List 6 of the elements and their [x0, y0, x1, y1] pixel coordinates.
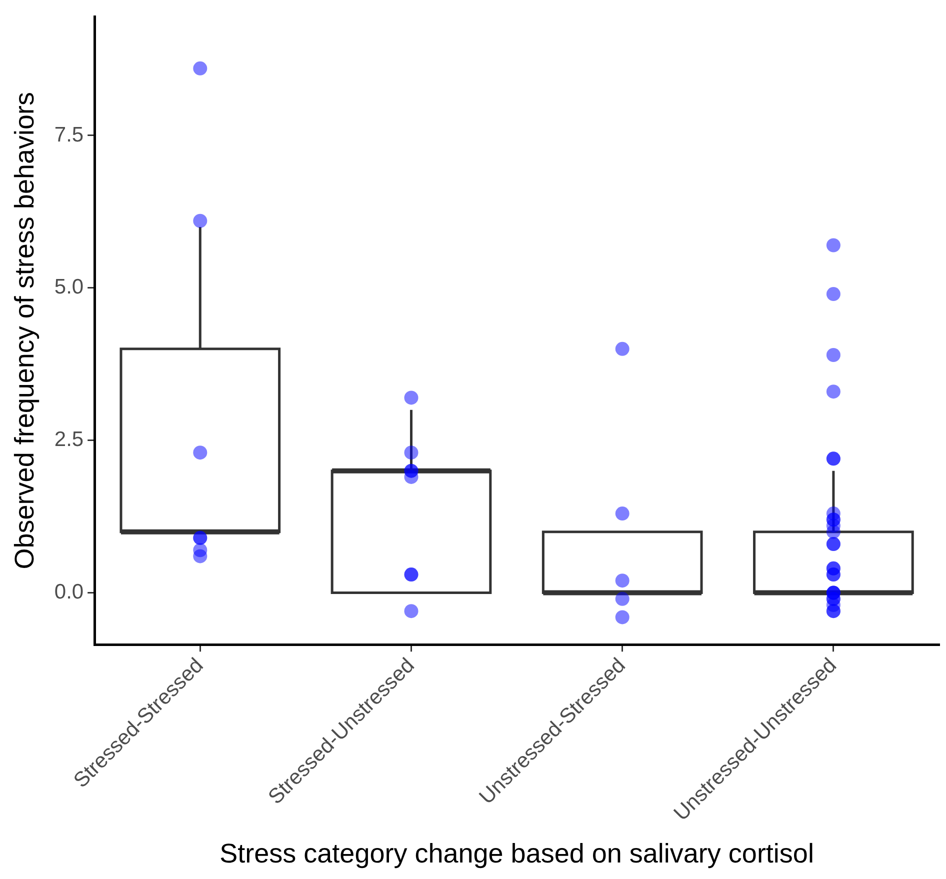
y-tick-label: 7.5: [54, 123, 84, 146]
y-tick-label: 5.0: [54, 276, 84, 299]
y-axis-title: Observed frequency of stress behaviors: [10, 92, 40, 570]
y-tick-label: 2.5: [54, 428, 84, 452]
x-axis-title: Stress category change based on salivary cortisol: [220, 838, 814, 868]
y-tick-label: 0.0: [54, 580, 84, 604]
